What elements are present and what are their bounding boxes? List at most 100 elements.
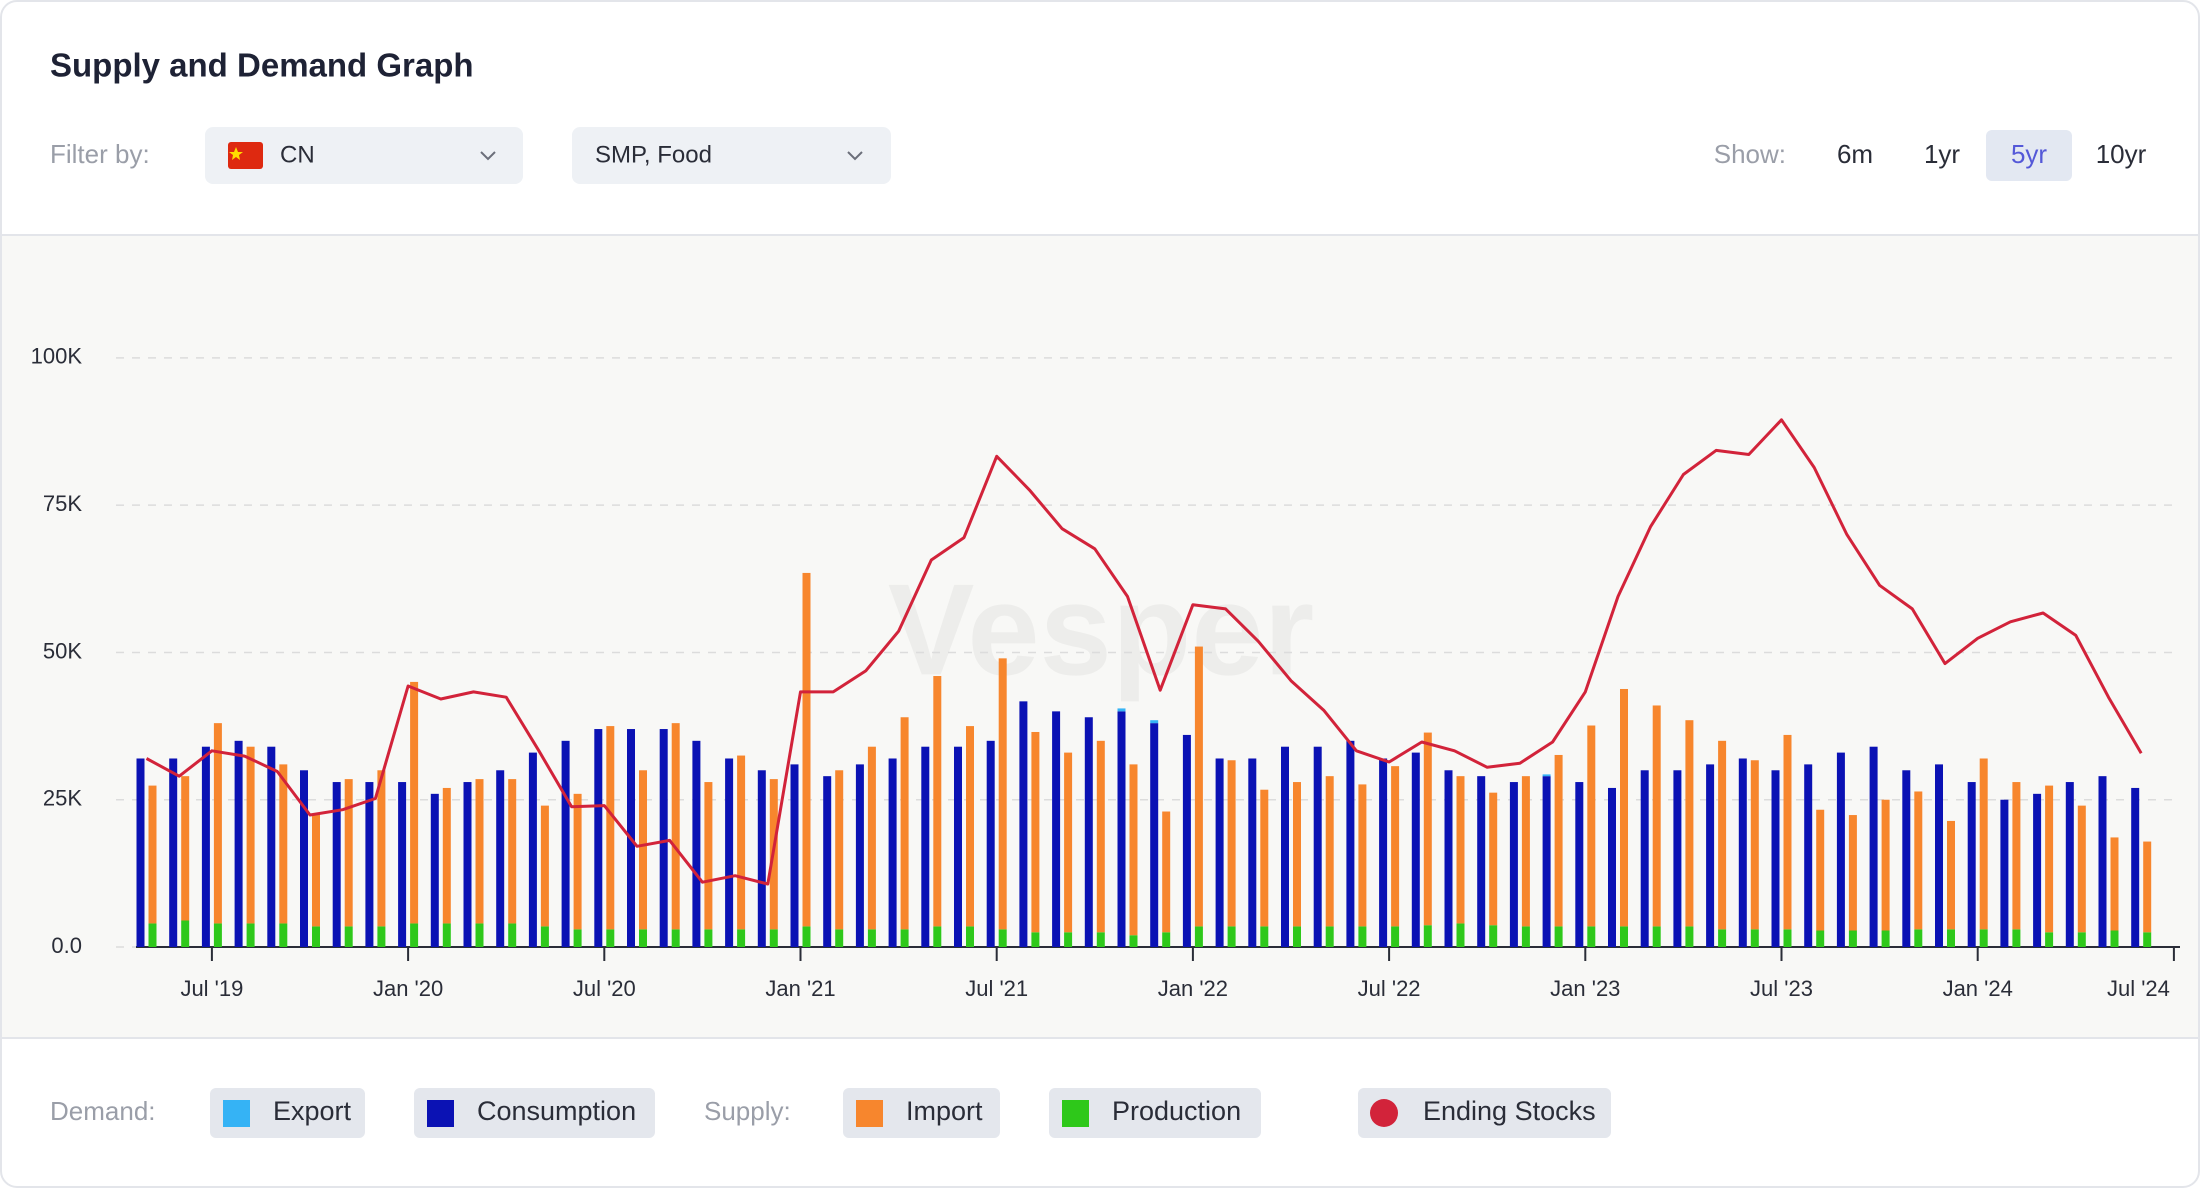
bar-segment xyxy=(1260,926,1269,947)
bar-segment xyxy=(1117,711,1126,947)
bar-segment xyxy=(1358,926,1367,947)
legend-label[interactable]: Export xyxy=(273,1096,352,1126)
bar-segment xyxy=(1979,758,1988,930)
dropdown-box[interactable] xyxy=(572,127,891,184)
bar-segment xyxy=(181,920,190,947)
bar-segment xyxy=(1150,723,1159,947)
legend-button[interactable] xyxy=(1049,1088,1261,1138)
bar-segment xyxy=(1129,935,1138,947)
bar-segment xyxy=(1881,930,1890,947)
legend-item[interactable]: Consumption xyxy=(414,1088,655,1138)
bar-segment xyxy=(1052,711,1061,947)
bar-segment xyxy=(377,926,386,947)
dropdown-value[interactable]: CN xyxy=(280,141,315,168)
bar-segment xyxy=(802,572,811,927)
bar-segment xyxy=(1706,764,1715,947)
bar-segment xyxy=(410,923,419,947)
legend-label[interactable]: Consumption xyxy=(477,1096,636,1126)
range-selector: 6m 1yr 5yr 10yr xyxy=(1837,130,2147,181)
product-dropdown[interactable]: SMP, Food xyxy=(572,127,891,184)
bar-segment xyxy=(365,782,374,947)
bar-segment xyxy=(1967,782,1976,947)
bar-segment xyxy=(1293,782,1301,927)
bar-segment xyxy=(921,746,930,947)
bar-segment xyxy=(1935,764,1943,947)
range-option[interactable]: 5yr xyxy=(2011,139,2047,169)
bar-segment xyxy=(2143,841,2152,933)
bar-segment xyxy=(1620,688,1628,927)
bar-segment xyxy=(1587,926,1596,947)
bar-segment xyxy=(148,923,157,947)
bar-segment xyxy=(1096,932,1105,947)
bar-segment xyxy=(1096,740,1105,933)
bar-segment xyxy=(1391,926,1400,947)
bar-segment xyxy=(2045,785,2054,933)
bar-segment xyxy=(300,770,308,947)
flag-icon xyxy=(228,142,263,169)
bar-segment xyxy=(1947,820,1955,930)
bar-segment xyxy=(1281,746,1289,947)
legend-button[interactable] xyxy=(1358,1088,1611,1138)
bar-segment xyxy=(933,676,942,927)
legend-label[interactable]: Ending Stocks xyxy=(1423,1096,1596,1126)
bar-segment xyxy=(1489,925,1498,947)
bar-segment xyxy=(704,782,713,930)
legend-item[interactable]: Export xyxy=(210,1088,365,1138)
range-option[interactable]: 1yr xyxy=(1924,139,1960,169)
range-option[interactable]: 10yr xyxy=(2096,139,2147,169)
bar-segment xyxy=(246,923,255,947)
bar-segment xyxy=(1554,926,1563,947)
legend-label[interactable]: Production xyxy=(1112,1096,1241,1126)
bar-segment xyxy=(1652,705,1661,927)
bar-segment xyxy=(540,805,549,927)
bar-segment xyxy=(1783,929,1792,947)
bar-segment xyxy=(725,758,734,947)
bar-segment xyxy=(998,658,1007,930)
bar-segment xyxy=(1587,725,1596,927)
country-dropdown[interactable]: CN xyxy=(205,127,523,184)
bar-segment xyxy=(1313,746,1322,947)
bar-segment xyxy=(1293,926,1301,947)
bar-segment xyxy=(737,755,746,930)
bar-segment xyxy=(1064,932,1073,947)
legend-item[interactable]: Ending Stocks xyxy=(1358,1088,1611,1138)
bar-segment xyxy=(496,770,505,947)
x-tick-label: Jul '20 xyxy=(573,976,636,1001)
bar-segment xyxy=(1150,720,1159,724)
bar-segment xyxy=(1456,923,1465,947)
dropdown-value[interactable]: SMP, Food xyxy=(595,141,712,168)
bar-segment xyxy=(1477,776,1486,947)
bar-segment xyxy=(1750,760,1759,930)
bar-segment xyxy=(2077,932,2086,947)
bar-segment xyxy=(1521,776,1530,927)
bar-segment xyxy=(332,782,341,947)
bar-segment xyxy=(1848,815,1857,931)
bar-segment xyxy=(234,740,243,947)
bar-segment xyxy=(2000,799,2009,947)
bar-segment xyxy=(1673,770,1682,947)
bar-segment xyxy=(1019,701,1028,947)
bar-segment xyxy=(1804,764,1813,947)
bar-segment xyxy=(1881,799,1890,931)
bar-segment xyxy=(1914,929,1923,947)
bar-segment xyxy=(1640,770,1649,947)
legend-label[interactable]: Import xyxy=(906,1096,983,1126)
show-label: Show: xyxy=(1714,139,1786,169)
bar-segment xyxy=(148,785,157,924)
bar-segment xyxy=(606,929,615,947)
bar-segment xyxy=(867,746,876,930)
range-selected-bg[interactable] xyxy=(1986,130,2072,181)
bar-segment xyxy=(540,926,549,947)
legend-item[interactable]: Production xyxy=(1049,1088,1261,1138)
range-option[interactable]: 6m xyxy=(1837,139,1873,169)
legend-item[interactable]: Import xyxy=(843,1088,1000,1138)
bar-segment xyxy=(1489,792,1498,926)
dropdown-box[interactable] xyxy=(205,127,523,184)
legend-button[interactable] xyxy=(414,1088,655,1138)
filter-label: Filter by: xyxy=(50,139,150,169)
bar-segment xyxy=(1031,932,1040,947)
bar-segment xyxy=(201,746,210,947)
y-tick-label: 0.0 xyxy=(51,933,82,958)
x-tick-label: Jan '23 xyxy=(1550,976,1620,1001)
